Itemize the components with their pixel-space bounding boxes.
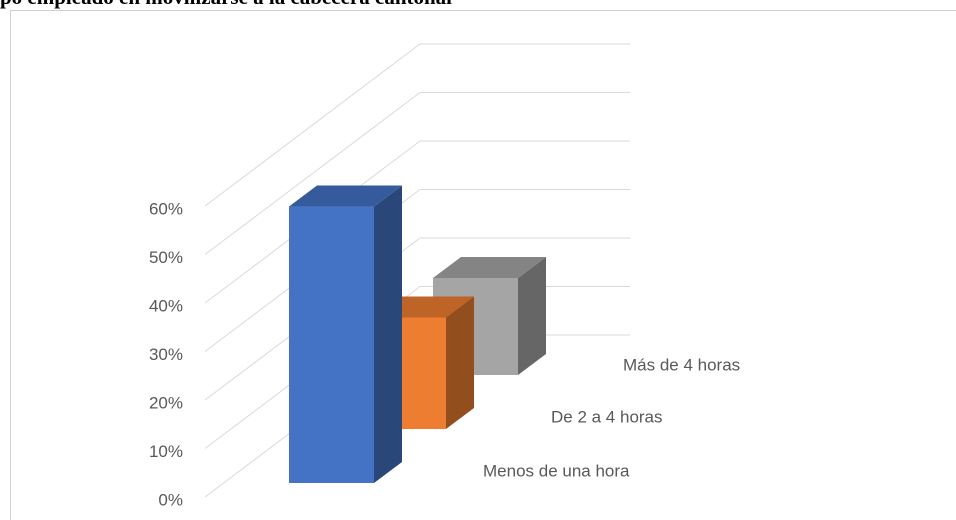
bar-side xyxy=(374,185,402,484)
chart-title: po empleado en movilizarse a la cabecera… xyxy=(0,0,452,9)
y-tick-label: 0% xyxy=(158,490,183,509)
y-tick-label: 10% xyxy=(149,442,183,461)
grid-line xyxy=(204,43,421,207)
category-label: Más de 4 horas xyxy=(623,355,740,374)
bar-side xyxy=(446,296,474,429)
bar xyxy=(289,185,402,484)
bar-top xyxy=(433,257,546,278)
y-tick-label: 40% xyxy=(149,296,183,315)
bar-front xyxy=(289,206,374,484)
y-tick-label: 30% xyxy=(149,345,183,364)
bar-side xyxy=(518,257,546,375)
chart-frame xyxy=(10,10,956,520)
category-label: Menos de una hora xyxy=(483,461,630,480)
y-tick-label: 50% xyxy=(149,248,183,267)
grid-line xyxy=(204,92,421,255)
y-tick-label: 60% xyxy=(149,199,183,218)
bar-top xyxy=(289,185,402,207)
y-tick-label: 20% xyxy=(149,393,183,412)
category-label: De 2 a 4 horas xyxy=(551,407,663,426)
